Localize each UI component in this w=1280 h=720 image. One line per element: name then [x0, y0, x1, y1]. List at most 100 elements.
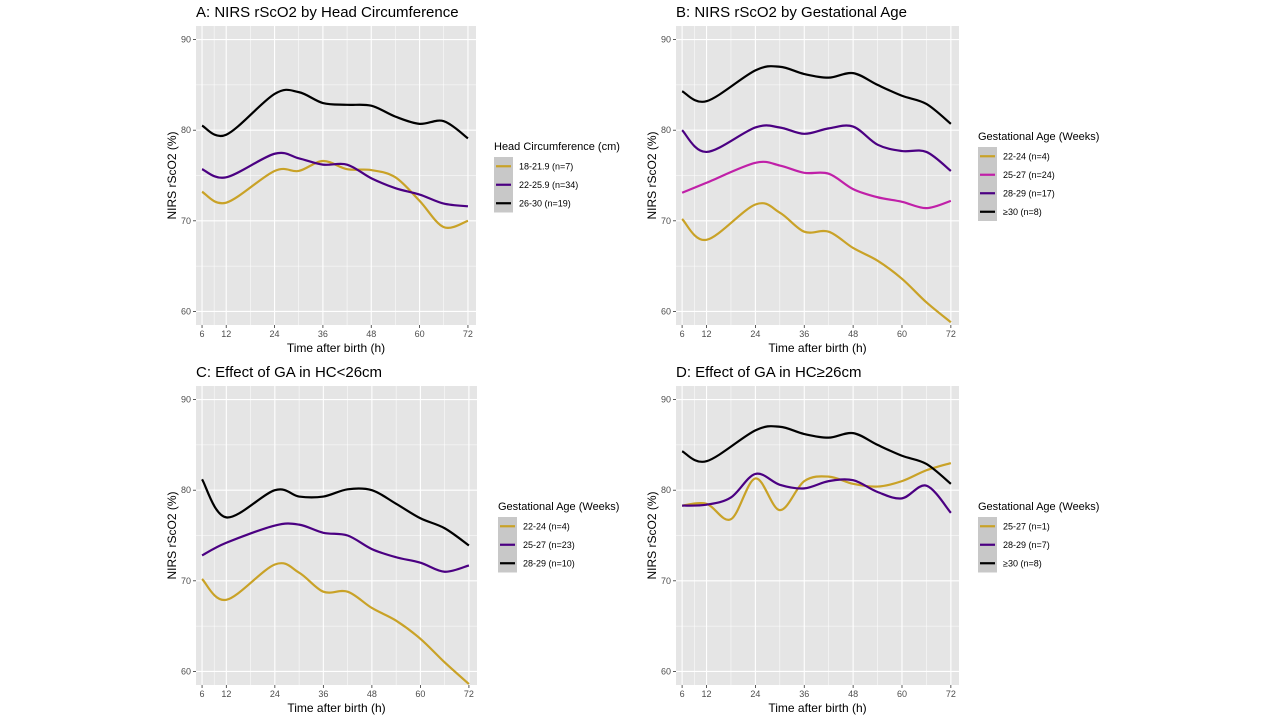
series-line-4: [681, 65, 952, 125]
x-tick-label: 6: [200, 689, 205, 699]
legend-label: 22-25.9 (n=34): [519, 180, 578, 190]
x-axis-title: Time after birth (h): [768, 701, 866, 715]
axes: 60 70 80 90 6 12 24 36 48 60 72: [661, 26, 959, 339]
series-line-3: [681, 425, 952, 485]
y-tick-label: 70: [661, 576, 671, 586]
panel-title: B: NIRS rScO2 by Gestational Age: [676, 4, 907, 21]
y-tick-label: 80: [181, 125, 191, 135]
panel-title: D: Effect of GA in HC≥26cm: [676, 364, 862, 381]
panel-title: A: NIRS rScO2 by Head Circumference: [196, 4, 459, 21]
x-tick-label: 72: [946, 689, 956, 699]
legend-title: Gestational Age (Weeks): [978, 501, 1099, 513]
x-tick-label: 48: [367, 689, 377, 699]
x-tick-label: 36: [799, 329, 809, 339]
y-tick-label: 60: [661, 666, 671, 676]
y-tick-label: 90: [661, 35, 671, 45]
legend-label: 25-27 (n=1): [1003, 521, 1050, 531]
panel-title: C: Effect of GA in HC<26cm: [196, 364, 382, 381]
legend: Gestational Age (Weeks) 22-24 (n=4) 25-27 …: [498, 501, 619, 573]
x-tick-label: 72: [946, 329, 956, 339]
panel-a: 60 70 80 90 6 12 24 36 48 60 72 A: NIRS rScO2 by He…: [165, 4, 620, 355]
x-tick-label: 48: [366, 329, 376, 339]
series-line-2: [201, 151, 469, 208]
series-line-1: [681, 202, 952, 324]
y-axis-title: NIRS rScO2 (%): [165, 491, 179, 579]
series-line-3: [201, 88, 469, 140]
series-line-1: [201, 562, 470, 685]
y-axis-title: NIRS rScO2 (%): [645, 131, 659, 219]
panel-b: 60 70 80 90 6 12 24 36 48 60 72 B: NIRS rScO2 by Ge…: [645, 4, 1099, 355]
legend-label: 22-24 (n=4): [1003, 151, 1050, 161]
legend-title: Head Circumference (cm): [494, 141, 620, 153]
y-tick-label: 70: [181, 216, 191, 226]
y-axis-title: NIRS rScO2 (%): [645, 491, 659, 579]
series-lines: [681, 425, 952, 521]
minor-gridlines: [676, 386, 959, 685]
legend: Head Circumference (cm) 18-21.9 (n=7) 22-2…: [494, 141, 620, 213]
x-tick-label: 12: [221, 689, 231, 699]
y-tick-label: 90: [181, 35, 191, 45]
x-axis-title: Time after birth (h): [287, 341, 385, 355]
x-tick-label: 72: [463, 329, 473, 339]
x-tick-label: 24: [750, 689, 760, 699]
panel-d: 60 70 80 90 6 12 24 36 48 60 72 D: Effect of GA in …: [645, 364, 1099, 715]
legend: Gestational Age (Weeks) 22-24 (n=4) 25-27 …: [978, 131, 1099, 221]
legend-label: 18-21.9 (n=7): [519, 161, 573, 171]
x-tick-label: 24: [750, 329, 760, 339]
series-lines: [681, 65, 952, 324]
axes: 60 70 80 90 6 12 24 36 48 60 72: [181, 26, 476, 339]
legend-label: 25-27 (n=24): [1003, 170, 1055, 180]
y-axis-title: NIRS rScO2 (%): [165, 131, 179, 219]
x-tick-label: 24: [270, 689, 280, 699]
series-line-3: [681, 124, 952, 172]
legend-label: 28-29 (n=7): [1003, 540, 1050, 550]
x-axis-title: Time after birth (h): [768, 341, 866, 355]
y-tick-label: 70: [181, 576, 191, 586]
x-tick-label: 24: [270, 329, 280, 339]
y-tick-label: 70: [661, 216, 671, 226]
x-tick-label: 60: [415, 329, 425, 339]
legend-label: 28-29 (n=17): [1003, 188, 1055, 198]
y-tick-label: 60: [661, 306, 671, 316]
x-tick-label: 60: [897, 689, 907, 699]
y-tick-label: 60: [181, 306, 191, 316]
legend-label: ≥30 (n=8): [1003, 207, 1042, 217]
series-line-1: [681, 461, 952, 521]
x-tick-label: 36: [318, 329, 328, 339]
legend-label: 28-29 (n=10): [523, 558, 575, 568]
legend-title: Gestational Age (Weeks): [498, 501, 619, 513]
series-lines: [201, 88, 469, 229]
legend-label: 26-30 (n=19): [519, 198, 571, 208]
x-tick-label: 72: [464, 689, 474, 699]
legend: Gestational Age (Weeks) 25-27 (n=1) 28-29 …: [978, 501, 1099, 573]
series-line-2: [201, 522, 470, 573]
y-tick-label: 80: [661, 485, 671, 495]
x-tick-label: 48: [848, 329, 858, 339]
panel-c: 60 70 80 90 6 12 24 36 48 60 72 C: Effect of GA in …: [165, 364, 619, 715]
x-tick-label: 6: [680, 689, 685, 699]
series-line-2: [682, 472, 952, 514]
y-tick-label: 80: [181, 485, 191, 495]
legend-label: ≥30 (n=8): [1003, 558, 1042, 568]
x-tick-label: 60: [897, 329, 907, 339]
legend-key-background: [978, 147, 997, 221]
series-lines: [201, 478, 470, 685]
x-axis-title: Time after birth (h): [287, 701, 385, 715]
axes: 60 70 80 90 6 12 24 36 48 60 72: [181, 386, 477, 699]
series-line-2: [681, 160, 952, 210]
legend-label: 25-27 (n=23): [523, 540, 575, 550]
y-tick-label: 80: [661, 125, 671, 135]
x-tick-label: 48: [848, 689, 858, 699]
x-tick-label: 60: [415, 689, 425, 699]
x-tick-label: 6: [200, 329, 205, 339]
y-tick-label: 60: [181, 666, 191, 676]
y-tick-label: 90: [181, 395, 191, 405]
x-tick-label: 6: [680, 329, 685, 339]
x-tick-label: 36: [318, 689, 328, 699]
x-tick-label: 12: [221, 329, 231, 339]
series-line-1: [201, 159, 469, 229]
series-line-3: [201, 478, 470, 547]
x-tick-label: 12: [702, 329, 712, 339]
y-tick-label: 90: [661, 395, 671, 405]
